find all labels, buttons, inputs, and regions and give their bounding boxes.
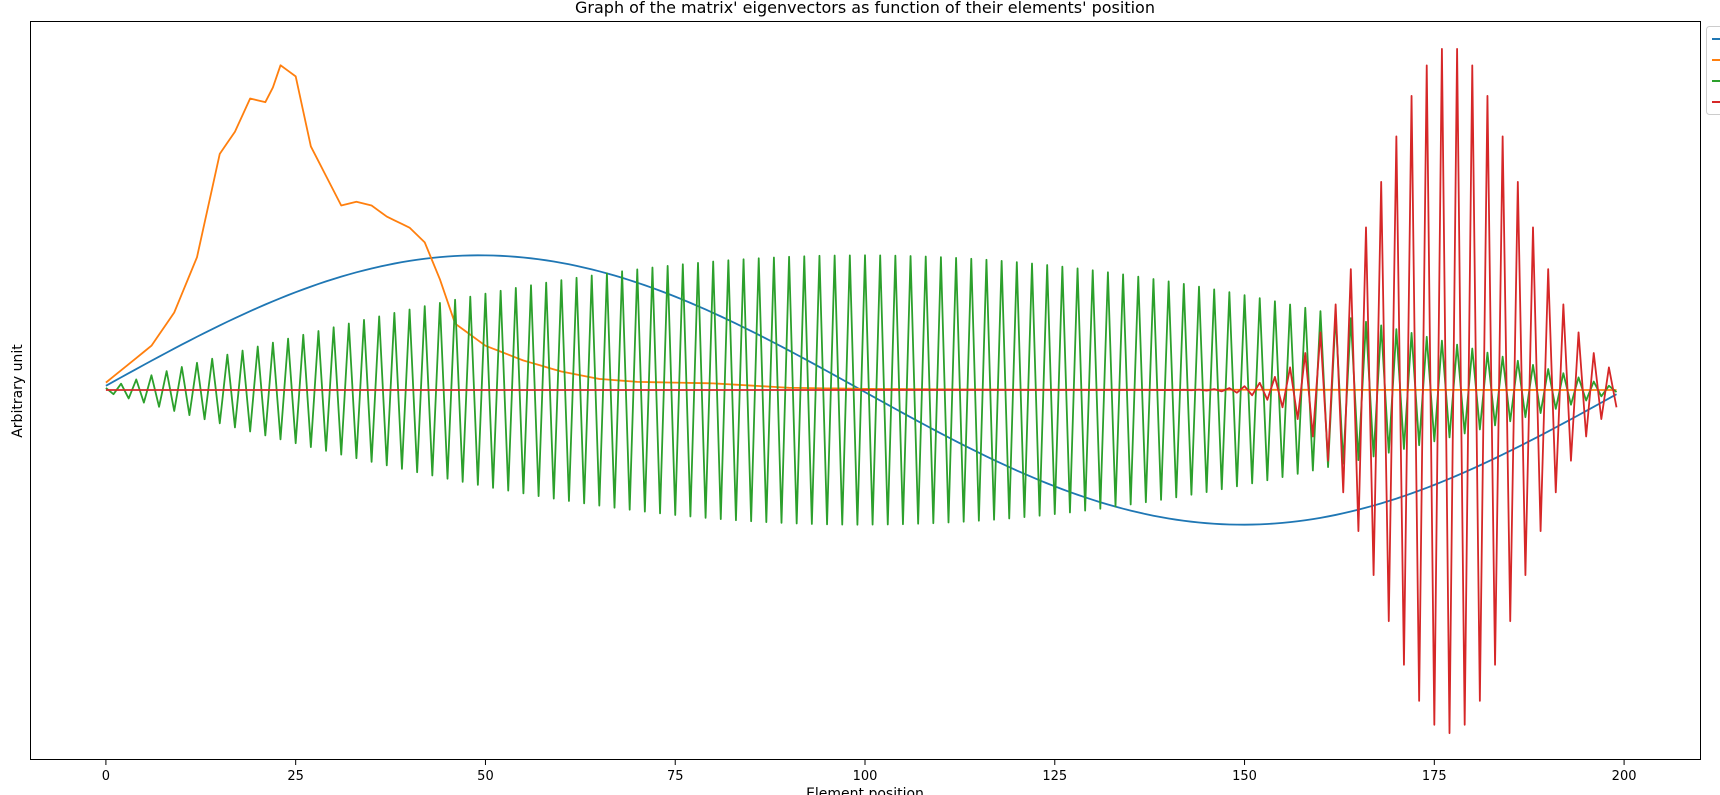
- x-tick-label: 150: [1232, 769, 1257, 784]
- x-axis-ticks: 0 25 50 75 100 125 150 175 200: [102, 759, 1637, 784]
- chart-title: Graph of the matrix' eigenvectors as fun…: [575, 0, 1155, 17]
- x-tick-label: 100: [853, 769, 878, 784]
- x-tick-label: 50: [477, 769, 494, 784]
- legend-box: [1706, 26, 1720, 115]
- series-line-4: [105, 48, 1618, 735]
- x-tick-label: 200: [1612, 769, 1637, 784]
- legend: [1706, 26, 1720, 115]
- x-axis-label: Element position: [806, 786, 924, 795]
- x-tick-label: 25: [287, 769, 304, 784]
- x-tick-label: 125: [1042, 769, 1067, 784]
- series-layer: [105, 48, 1618, 735]
- x-tick-label: 75: [667, 769, 684, 784]
- x-tick-label: 175: [1422, 769, 1447, 784]
- x-tick-label: 0: [102, 769, 110, 784]
- y-axis-label: Arbitrary unit: [10, 344, 26, 438]
